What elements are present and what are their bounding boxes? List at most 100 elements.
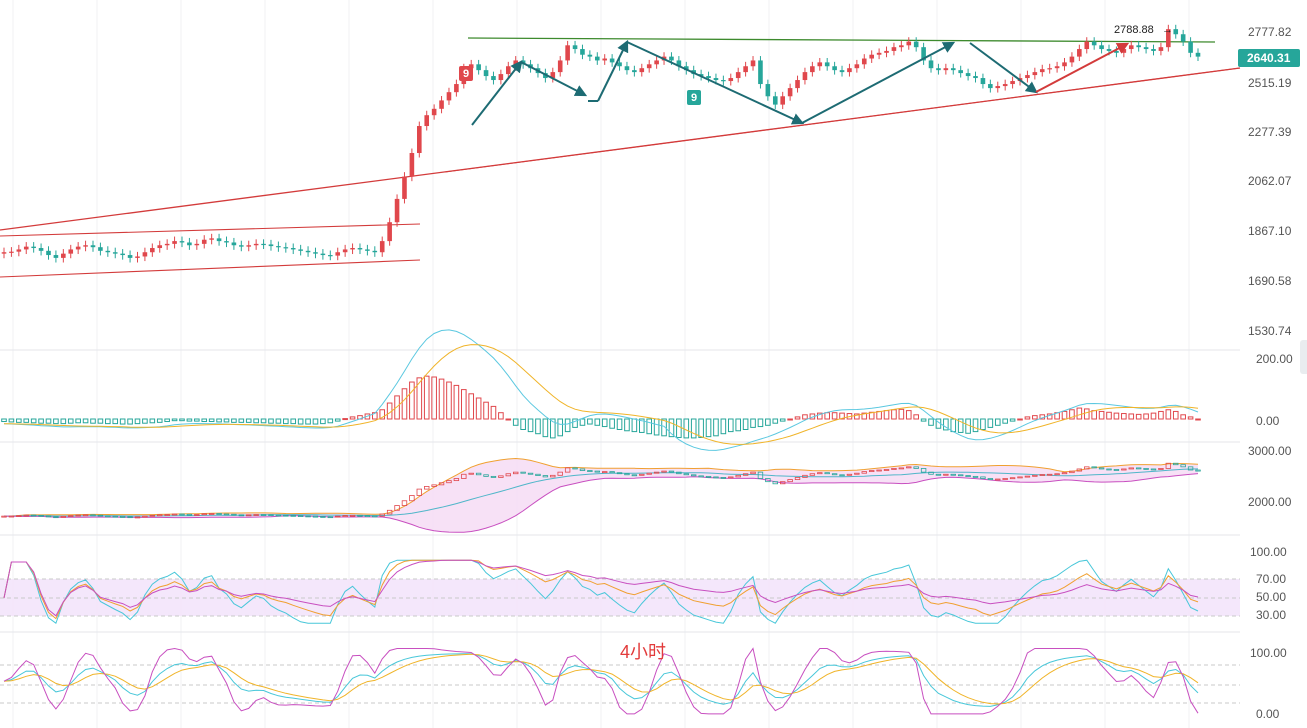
boll-candle <box>535 473 541 476</box>
boll-candle <box>30 514 37 517</box>
boll-candle <box>787 479 793 483</box>
boll-candle <box>1098 467 1105 470</box>
boll-candle <box>364 515 371 517</box>
macd-bar <box>564 418 571 433</box>
candle-body <box>557 60 563 73</box>
candle-body <box>921 47 926 61</box>
macd-bar <box>950 418 957 433</box>
macd-bar <box>831 412 838 420</box>
macd-bar <box>156 418 163 423</box>
candle-body <box>498 74 504 81</box>
macd-bar <box>905 410 912 420</box>
candle-body <box>1054 66 1060 69</box>
macd-bar <box>980 418 986 430</box>
macd-bar <box>876 410 882 420</box>
candle-body <box>1032 72 1038 76</box>
boll-candle <box>327 516 334 519</box>
macd-bar <box>1172 410 1179 420</box>
macd-bar <box>542 418 549 438</box>
boll-candle <box>676 471 682 475</box>
macd-bar <box>409 381 415 420</box>
candle-body <box>728 78 734 82</box>
macd-bar <box>1083 408 1090 420</box>
macd-bar <box>38 418 44 424</box>
kdj-tick: 0.00 <box>1256 707 1280 721</box>
boll-candle <box>728 476 734 479</box>
candle-body <box>587 54 593 57</box>
boll-candle <box>772 481 778 485</box>
macd-bar <box>994 418 1001 426</box>
panel-collapse-handle[interactable] <box>1300 340 1307 374</box>
macd-bar <box>705 418 712 438</box>
boll-candle <box>779 481 786 485</box>
boll-candle <box>957 474 964 477</box>
macd-bar <box>891 409 897 420</box>
macd-bar <box>112 418 119 425</box>
candle-body <box>239 245 244 247</box>
boll-candle <box>824 472 830 475</box>
panel-separators <box>0 349 1240 633</box>
candle-body <box>1158 47 1164 51</box>
macd-bar <box>253 418 259 424</box>
candle-body <box>446 92 452 101</box>
boll-candle <box>683 473 689 476</box>
boll-candle <box>802 474 808 478</box>
candle-body <box>1010 81 1015 85</box>
candle-body <box>839 70 845 73</box>
candle-body <box>639 68 645 73</box>
boll-candle <box>639 473 645 476</box>
macd-bar <box>1017 418 1023 421</box>
macd-bar <box>320 418 326 425</box>
candle-body <box>83 245 88 247</box>
boll-candle <box>171 513 178 516</box>
candle-body <box>854 64 860 69</box>
boll-candle <box>513 471 519 475</box>
macd-bar <box>1128 413 1135 420</box>
macd-bar <box>646 418 653 435</box>
high-label: 2788.88 <box>1114 24 1154 36</box>
macd-bar <box>260 418 267 424</box>
boll-candle <box>742 473 749 476</box>
boll-candle <box>90 514 96 517</box>
boll-candle <box>1076 468 1083 472</box>
boll-mid-line <box>4 468 1199 517</box>
boll-candle <box>305 515 311 518</box>
candle-body <box>1151 49 1156 51</box>
boll-candle <box>943 473 949 476</box>
kdj-guides <box>0 664 1240 704</box>
macd-bar <box>475 397 482 420</box>
boll-candle <box>268 514 274 517</box>
candle-body <box>290 248 296 250</box>
candle-body <box>1143 47 1149 50</box>
macd-bar <box>579 418 586 426</box>
candle-body <box>224 241 229 243</box>
macd-bar <box>1150 412 1157 420</box>
candle-body <box>1 252 7 254</box>
macd-bar <box>82 418 89 424</box>
boll-candle <box>557 471 563 476</box>
macd-bar <box>1135 413 1142 420</box>
macd-bar <box>601 418 608 428</box>
last-price-badge: 2640.31 <box>1238 49 1300 67</box>
boll-candle <box>157 514 163 517</box>
macd-bar <box>505 418 512 421</box>
macd-bar <box>171 418 178 422</box>
boll-candle <box>260 514 267 516</box>
macd-bar <box>839 412 845 420</box>
macd-bar <box>1002 418 1008 424</box>
candle-body <box>1002 84 1008 87</box>
macd-bar <box>802 414 808 420</box>
boll-candle <box>1158 468 1164 470</box>
candle-body <box>16 249 22 252</box>
macd-bar <box>535 418 541 435</box>
boll-candle <box>312 515 319 518</box>
candle-body <box>261 243 266 246</box>
boll-candle <box>987 478 994 480</box>
price-axis: 2777.82 2515.19 2277.39 2062.07 1867.10 … <box>1248 25 1292 338</box>
boll-candle <box>424 486 430 490</box>
boll-candle <box>208 513 215 515</box>
high-arrow-icon: → <box>1162 24 1173 36</box>
rsi-tick: 50.00 <box>1256 590 1286 604</box>
macd-bar <box>275 418 282 424</box>
